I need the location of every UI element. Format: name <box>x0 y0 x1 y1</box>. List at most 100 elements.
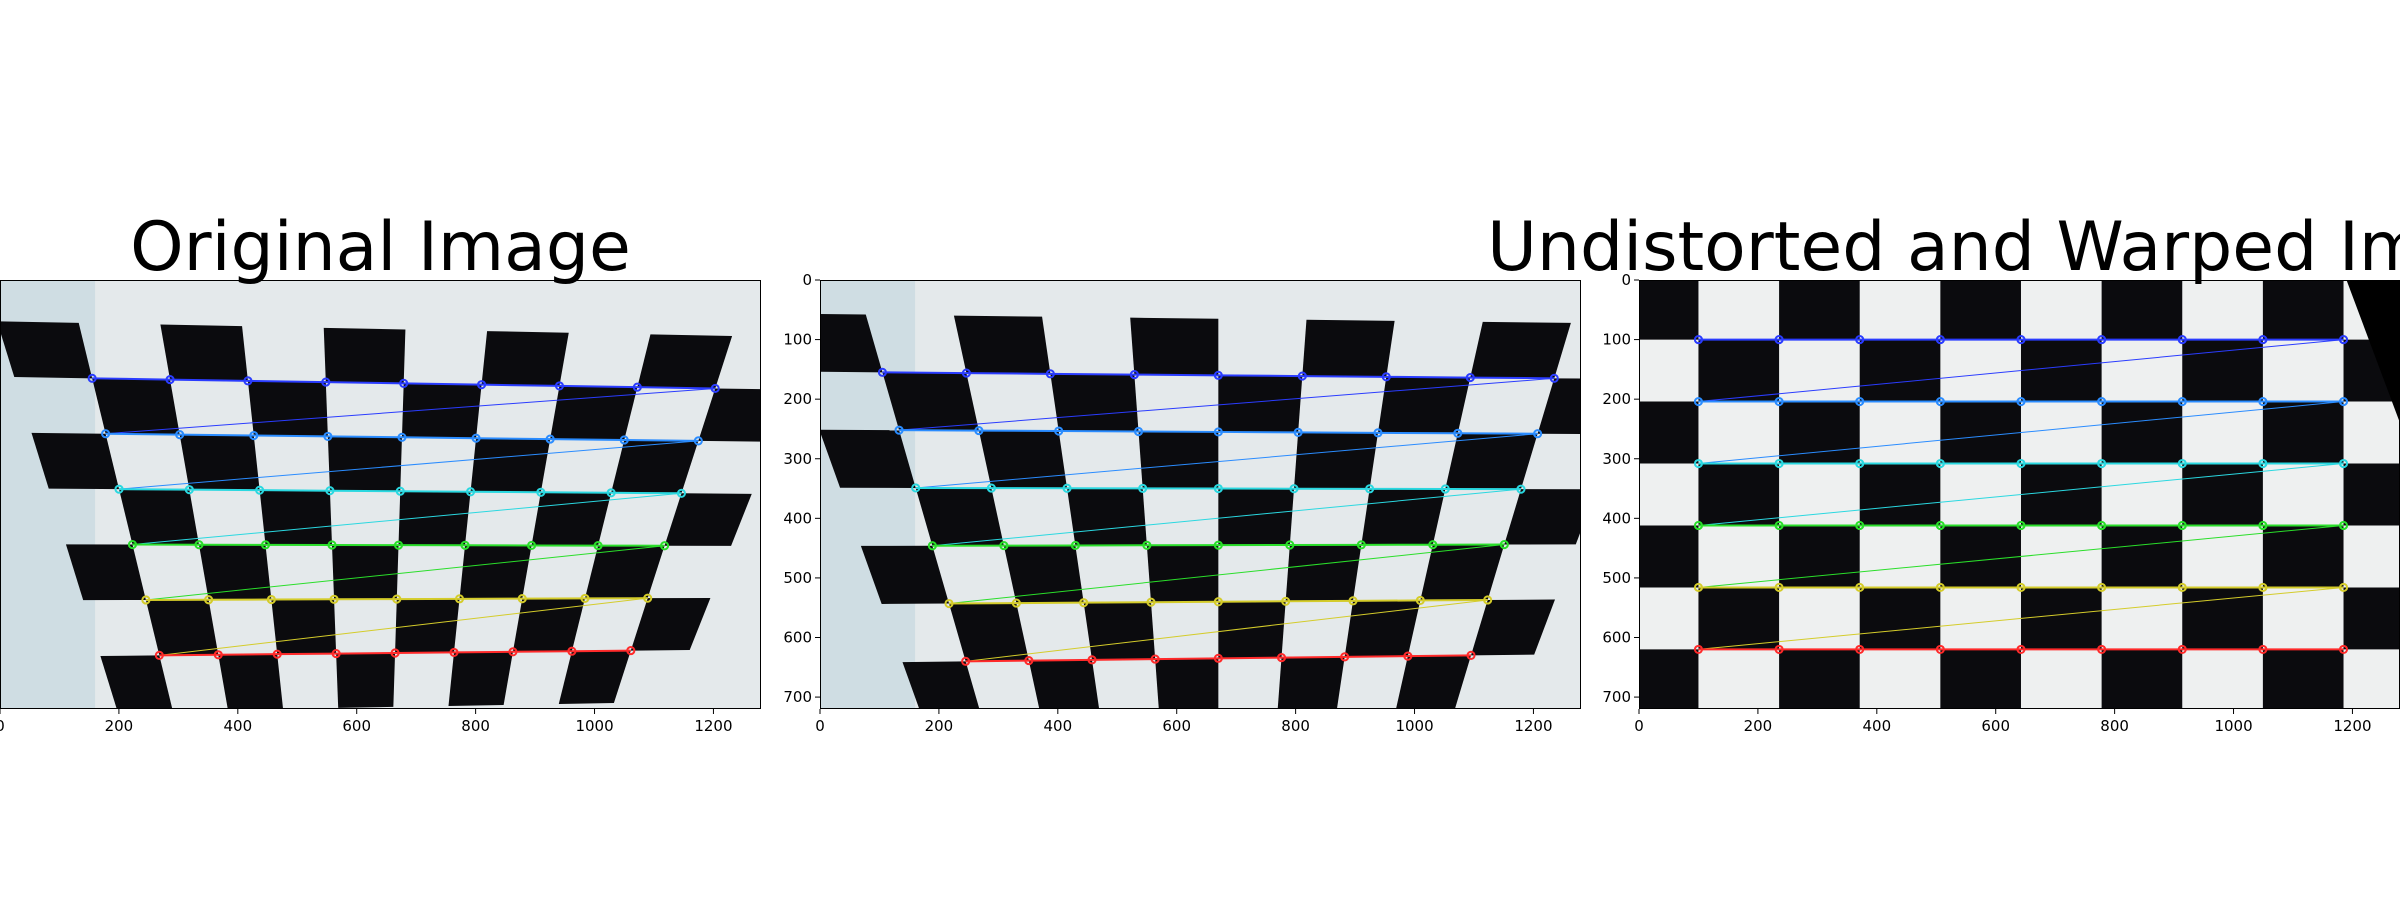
square <box>820 314 883 373</box>
corner-link <box>1698 464 2343 526</box>
corner <box>1152 656 1159 663</box>
corner <box>634 384 641 391</box>
corner <box>1937 584 1944 591</box>
square <box>1859 339 1941 402</box>
square <box>978 430 1068 489</box>
corner <box>1278 654 1285 661</box>
corner <box>1695 646 1702 653</box>
corner <box>1776 646 1783 653</box>
corner <box>608 489 615 496</box>
corner <box>1013 600 1020 607</box>
square <box>398 491 471 546</box>
square <box>395 598 460 653</box>
corner <box>2179 584 2186 591</box>
square <box>2101 649 2183 709</box>
corner <box>519 595 526 602</box>
x-tick-label: 200 <box>1744 717 1773 735</box>
square <box>1445 433 1538 490</box>
corner <box>2017 522 2024 529</box>
corner <box>2017 460 2024 467</box>
corner <box>1135 428 1142 435</box>
corner <box>1442 485 1449 492</box>
x-tick-label: 400 <box>223 717 252 735</box>
corner <box>1856 646 1863 653</box>
corner <box>450 649 457 656</box>
corner <box>2098 646 2105 653</box>
corner <box>461 542 468 549</box>
corner <box>2259 336 2266 343</box>
corner <box>1349 597 1356 604</box>
corner <box>2259 398 2266 405</box>
corner <box>1374 429 1381 436</box>
corner-row <box>949 600 1488 604</box>
corner <box>1856 522 1863 529</box>
x-tick-label: 200 <box>105 717 134 735</box>
x-tick-label: 1000 <box>575 717 613 735</box>
corner <box>1282 598 1289 605</box>
corner <box>1856 584 1863 591</box>
corner <box>1937 646 1944 653</box>
square <box>401 383 482 439</box>
corner <box>274 651 281 658</box>
square <box>0 321 93 379</box>
square <box>820 429 916 488</box>
square <box>1083 602 1156 660</box>
corner <box>1215 655 1222 662</box>
square <box>2182 339 2263 402</box>
y-tick-label: 200 <box>783 390 812 408</box>
square <box>459 545 532 599</box>
square <box>915 487 1004 546</box>
corner-link <box>932 489 1521 546</box>
corner <box>1063 485 1070 492</box>
corner <box>1088 656 1095 663</box>
corner <box>166 376 173 383</box>
square <box>1218 488 1294 546</box>
corner <box>509 648 516 655</box>
square <box>882 372 979 431</box>
image <box>0 280 761 709</box>
square <box>327 436 402 492</box>
corner <box>1215 598 1222 605</box>
x-tick-label: 800 <box>461 717 490 735</box>
y-tick-label: 0 <box>1621 271 1631 289</box>
corner <box>156 652 163 659</box>
square <box>1420 544 1505 601</box>
square <box>1639 525 1699 588</box>
square <box>100 655 173 709</box>
corner <box>256 487 263 494</box>
square <box>2262 649 2344 709</box>
corner <box>1383 373 1390 380</box>
corner <box>896 427 903 434</box>
corner <box>962 658 969 665</box>
corner <box>1215 428 1222 435</box>
square <box>902 661 980 709</box>
square <box>1293 432 1378 489</box>
corner-row <box>916 488 1521 489</box>
corner <box>1467 374 1474 381</box>
square <box>1277 656 1345 709</box>
square <box>2182 587 2263 650</box>
square <box>630 597 711 651</box>
y-tick-label: 200 <box>1602 390 1631 408</box>
corner <box>397 488 404 495</box>
corner <box>400 380 407 387</box>
square <box>1146 545 1219 603</box>
square <box>2343 463 2400 526</box>
panel: 0 200 400 600 800 1000 1200 0 100 200 300 400 500 600… <box>1487 208 2400 735</box>
axes-frame <box>0 280 761 709</box>
corner <box>1937 460 1944 467</box>
corner-link <box>966 600 1488 661</box>
corner-row <box>882 372 1554 378</box>
corner <box>1072 542 1079 549</box>
corner <box>1856 336 1863 343</box>
square <box>1504 489 1581 545</box>
panel-title: Original Image <box>130 208 631 287</box>
square <box>448 651 513 706</box>
corner <box>2017 336 2024 343</box>
square <box>1377 376 1471 434</box>
corner <box>1143 542 1150 549</box>
corner <box>988 485 995 492</box>
corner <box>1215 542 1222 549</box>
y-tick-label: 400 <box>1602 509 1631 527</box>
